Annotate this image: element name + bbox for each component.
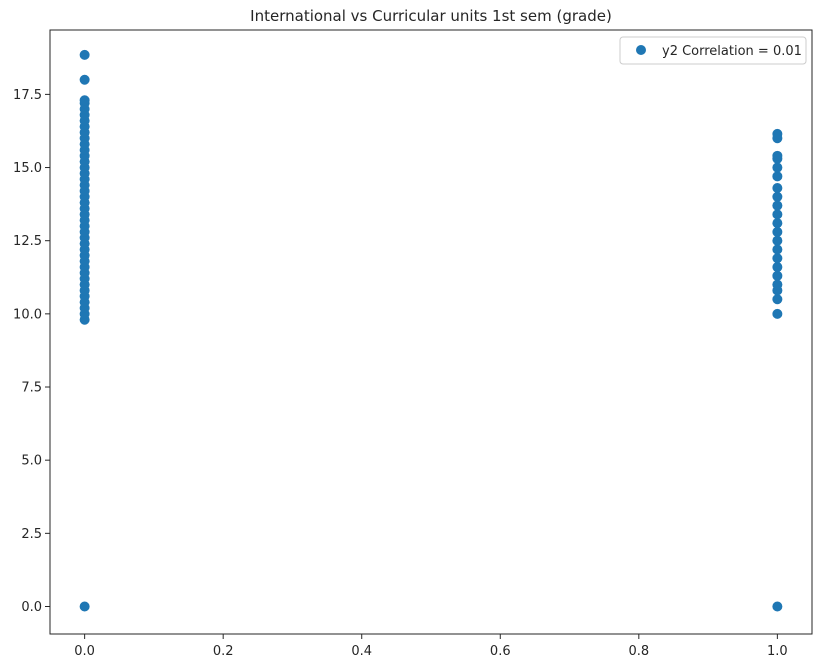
scatter-point [772,294,783,305]
legend: y2 Correlation = 0.01 [619,36,807,65]
y-tick-label: 17.5 [13,88,42,103]
x-tick-label: 0.6 [490,644,511,659]
scatter-point [772,183,783,194]
plot-frame [49,29,813,635]
scatter-point [79,601,90,612]
y-tick-label: 15.0 [13,161,42,176]
legend-box [619,36,807,65]
x-tick-label: 1.0 [767,644,788,659]
y-axis: 0.0 2.5 5.0 7.5 10.0 12.5 15.0 17.5 [13,88,50,615]
scatter-points [79,49,783,612]
scatter-point [772,200,783,211]
scatter-point [772,226,783,237]
scatter-point [772,262,783,273]
y-tick-label: 7.5 [21,381,42,396]
x-axis: 0.0 0.2 0.4 0.6 0.8 1.0 [74,634,788,659]
scatter-point [772,279,783,290]
y-tick-label: 5.0 [21,454,42,469]
y-tick-label: 0.0 [21,600,42,615]
legend-label: y2 Correlation = 0.01 [662,44,802,59]
scatter-point [79,74,90,85]
scatter-point [772,171,783,182]
y-tick-label: 12.5 [13,234,42,249]
scatter-point [772,235,783,246]
chart-title: International vs Curricular units 1st se… [250,7,612,25]
scatter-point [772,150,783,161]
legend-marker [636,45,646,55]
x-tick-label: 0.4 [351,644,372,659]
scatter-point [772,191,783,202]
y-tick-label: 2.5 [21,527,42,542]
y-tick-label: 10.0 [13,307,42,322]
scatter-point [79,49,90,60]
scatter-point [772,253,783,264]
scatter-point [772,308,783,319]
scatter-point [772,218,783,229]
x-tick-label: 0.8 [628,644,649,659]
scatter-point [772,601,783,612]
scatter-point [772,244,783,255]
scatter-point [79,95,90,106]
scatter-point [772,162,783,173]
scatter-point [772,270,783,281]
scatter-point [772,128,783,139]
scatter-point [772,209,783,220]
x-tick-label: 0.0 [74,644,95,659]
x-tick-label: 0.2 [213,644,234,659]
